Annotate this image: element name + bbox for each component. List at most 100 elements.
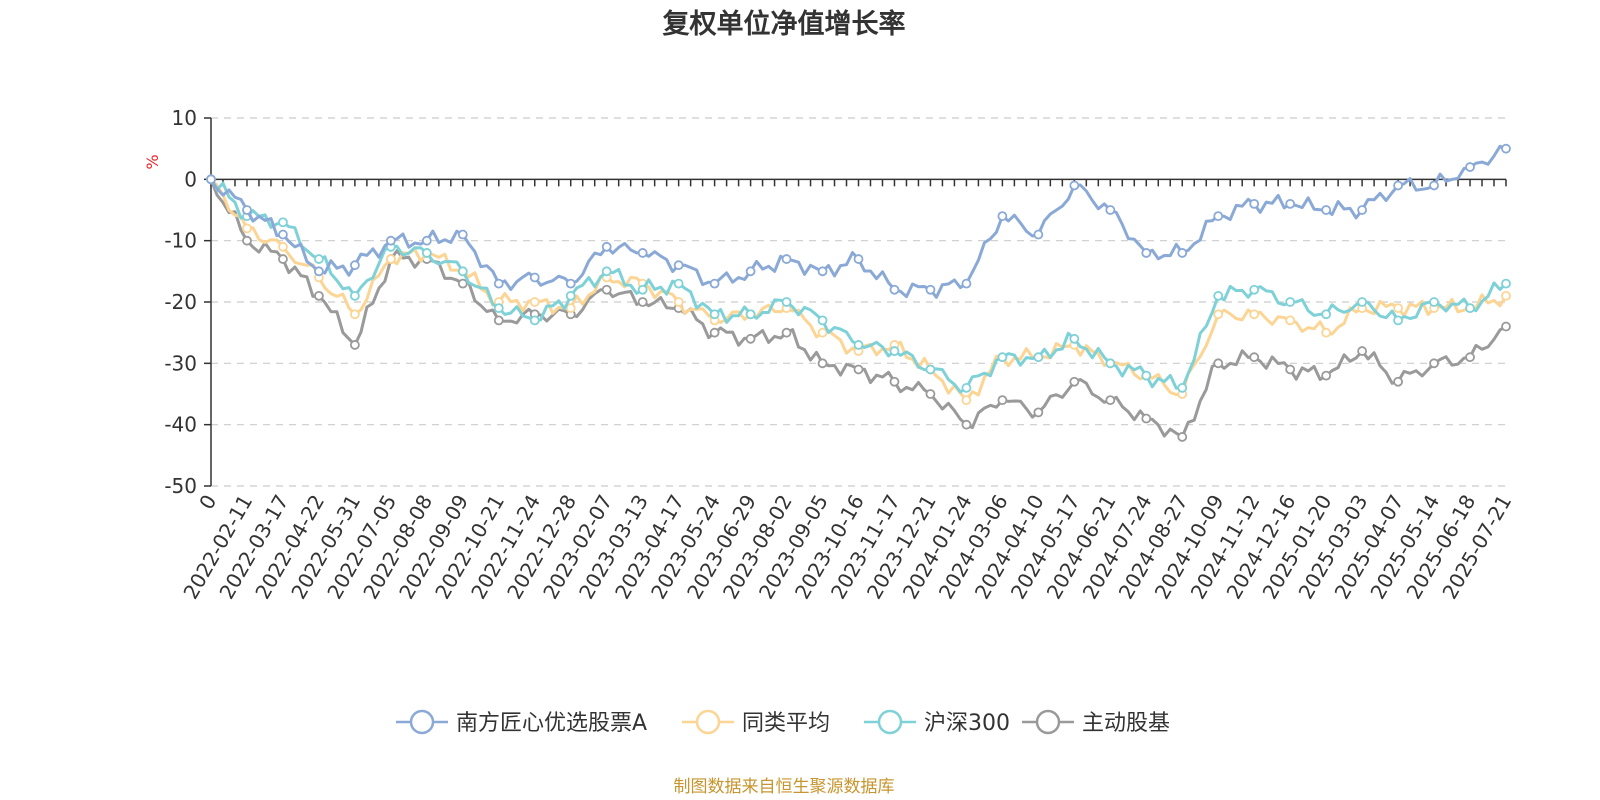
data-point xyxy=(961,382,972,393)
data-point xyxy=(349,290,360,301)
data-point xyxy=(1177,432,1188,442)
data-point xyxy=(997,395,1008,406)
data-point xyxy=(1249,198,1260,209)
data-point xyxy=(206,174,216,185)
x-tick-label: 0 xyxy=(194,491,221,514)
data-point xyxy=(457,278,468,289)
legend[interactable]: 南方匠心优选股票A 同类平均 沪深300 主动股基 xyxy=(396,709,1170,736)
data-point xyxy=(853,364,864,375)
legend-swatch-marker xyxy=(409,709,435,735)
data-point xyxy=(1285,315,1296,326)
data-point xyxy=(637,297,648,307)
legend-label: 沪深300 xyxy=(924,711,1010,736)
data-point xyxy=(493,315,504,326)
data-point xyxy=(1141,370,1152,381)
data-point xyxy=(637,248,648,258)
data-point xyxy=(314,254,324,264)
data-point xyxy=(601,266,612,277)
data-point xyxy=(781,254,792,264)
series-group xyxy=(206,143,1511,299)
gridlines xyxy=(211,117,1506,487)
data-point xyxy=(565,303,576,314)
data-point xyxy=(889,376,900,387)
data-point xyxy=(781,327,792,338)
data-point xyxy=(457,229,468,240)
data-point xyxy=(817,315,828,326)
data-point xyxy=(817,327,828,338)
legend-item[interactable]: 沪深300 xyxy=(864,709,1010,736)
data-point xyxy=(314,290,324,301)
data-point xyxy=(1105,205,1116,215)
data-point xyxy=(529,297,540,307)
data-point xyxy=(349,260,360,271)
data-point xyxy=(1285,198,1296,209)
data-point xyxy=(1249,309,1260,320)
data-point xyxy=(493,303,504,314)
data-point xyxy=(961,278,972,289)
data-point xyxy=(1393,303,1403,314)
data-point xyxy=(1033,229,1044,240)
data-point xyxy=(961,395,972,406)
data-point xyxy=(925,389,936,399)
data-point xyxy=(673,260,684,271)
data-point xyxy=(1393,180,1403,191)
data-point xyxy=(925,364,936,375)
data-point xyxy=(421,248,432,258)
data-point xyxy=(1429,297,1439,307)
y-tick-label: -40 xyxy=(164,413,197,437)
data-point xyxy=(1465,303,1475,314)
x-tick-labels: 02022-02-112022-03-172022-04-222022-05-3… xyxy=(178,490,1516,603)
data-point xyxy=(709,327,720,338)
legend-label: 同类平均 xyxy=(742,711,830,736)
data-point xyxy=(242,205,252,215)
data-point xyxy=(1285,364,1296,375)
data-point xyxy=(385,235,396,246)
data-point xyxy=(601,241,612,252)
data-point xyxy=(1213,358,1224,369)
data-point xyxy=(997,352,1008,363)
data-point xyxy=(709,278,720,289)
data-point xyxy=(1393,376,1403,387)
data-point xyxy=(1141,413,1152,424)
series-line xyxy=(209,178,1507,439)
data-point xyxy=(529,315,540,326)
data-point xyxy=(278,241,288,252)
data-point xyxy=(709,309,720,320)
legend-swatch-marker xyxy=(877,709,903,735)
series-group xyxy=(206,174,1511,442)
data-point xyxy=(673,297,684,307)
series-line xyxy=(209,178,1508,394)
legend-item[interactable]: 主动股基 xyxy=(1022,709,1170,736)
data-point xyxy=(457,266,468,277)
y-axis-unit-label: % xyxy=(143,154,162,169)
legend-label: 南方匠心优选股票A xyxy=(456,711,647,736)
data-point xyxy=(385,254,396,264)
legend-item[interactable]: 同类平均 xyxy=(682,709,830,736)
data-point xyxy=(1033,352,1044,363)
legend-item[interactable]: 南方匠心优选股票A xyxy=(396,709,647,736)
data-point xyxy=(278,217,288,228)
series-lines xyxy=(206,143,1511,442)
source-note: 制图数据来自恒生聚源数据库 xyxy=(674,777,895,797)
y-tick-label: 0 xyxy=(184,167,197,191)
data-point xyxy=(637,284,648,295)
data-point xyxy=(1393,315,1403,326)
data-point xyxy=(493,278,504,289)
data-point xyxy=(745,333,756,344)
data-point xyxy=(1357,346,1368,356)
series-group xyxy=(206,174,1511,394)
data-point xyxy=(889,284,900,295)
data-point xyxy=(1501,278,1511,289)
data-point xyxy=(1213,309,1224,320)
y-tick-label: -50 xyxy=(164,474,197,498)
series-line xyxy=(209,144,1507,299)
data-point xyxy=(349,309,360,320)
data-point xyxy=(673,278,684,289)
data-point xyxy=(1321,309,1332,320)
legend-swatch-marker xyxy=(1035,709,1061,735)
data-point xyxy=(1033,407,1044,418)
data-point xyxy=(314,266,324,277)
data-point xyxy=(278,229,288,240)
data-point xyxy=(1321,370,1332,381)
data-point xyxy=(889,346,900,356)
